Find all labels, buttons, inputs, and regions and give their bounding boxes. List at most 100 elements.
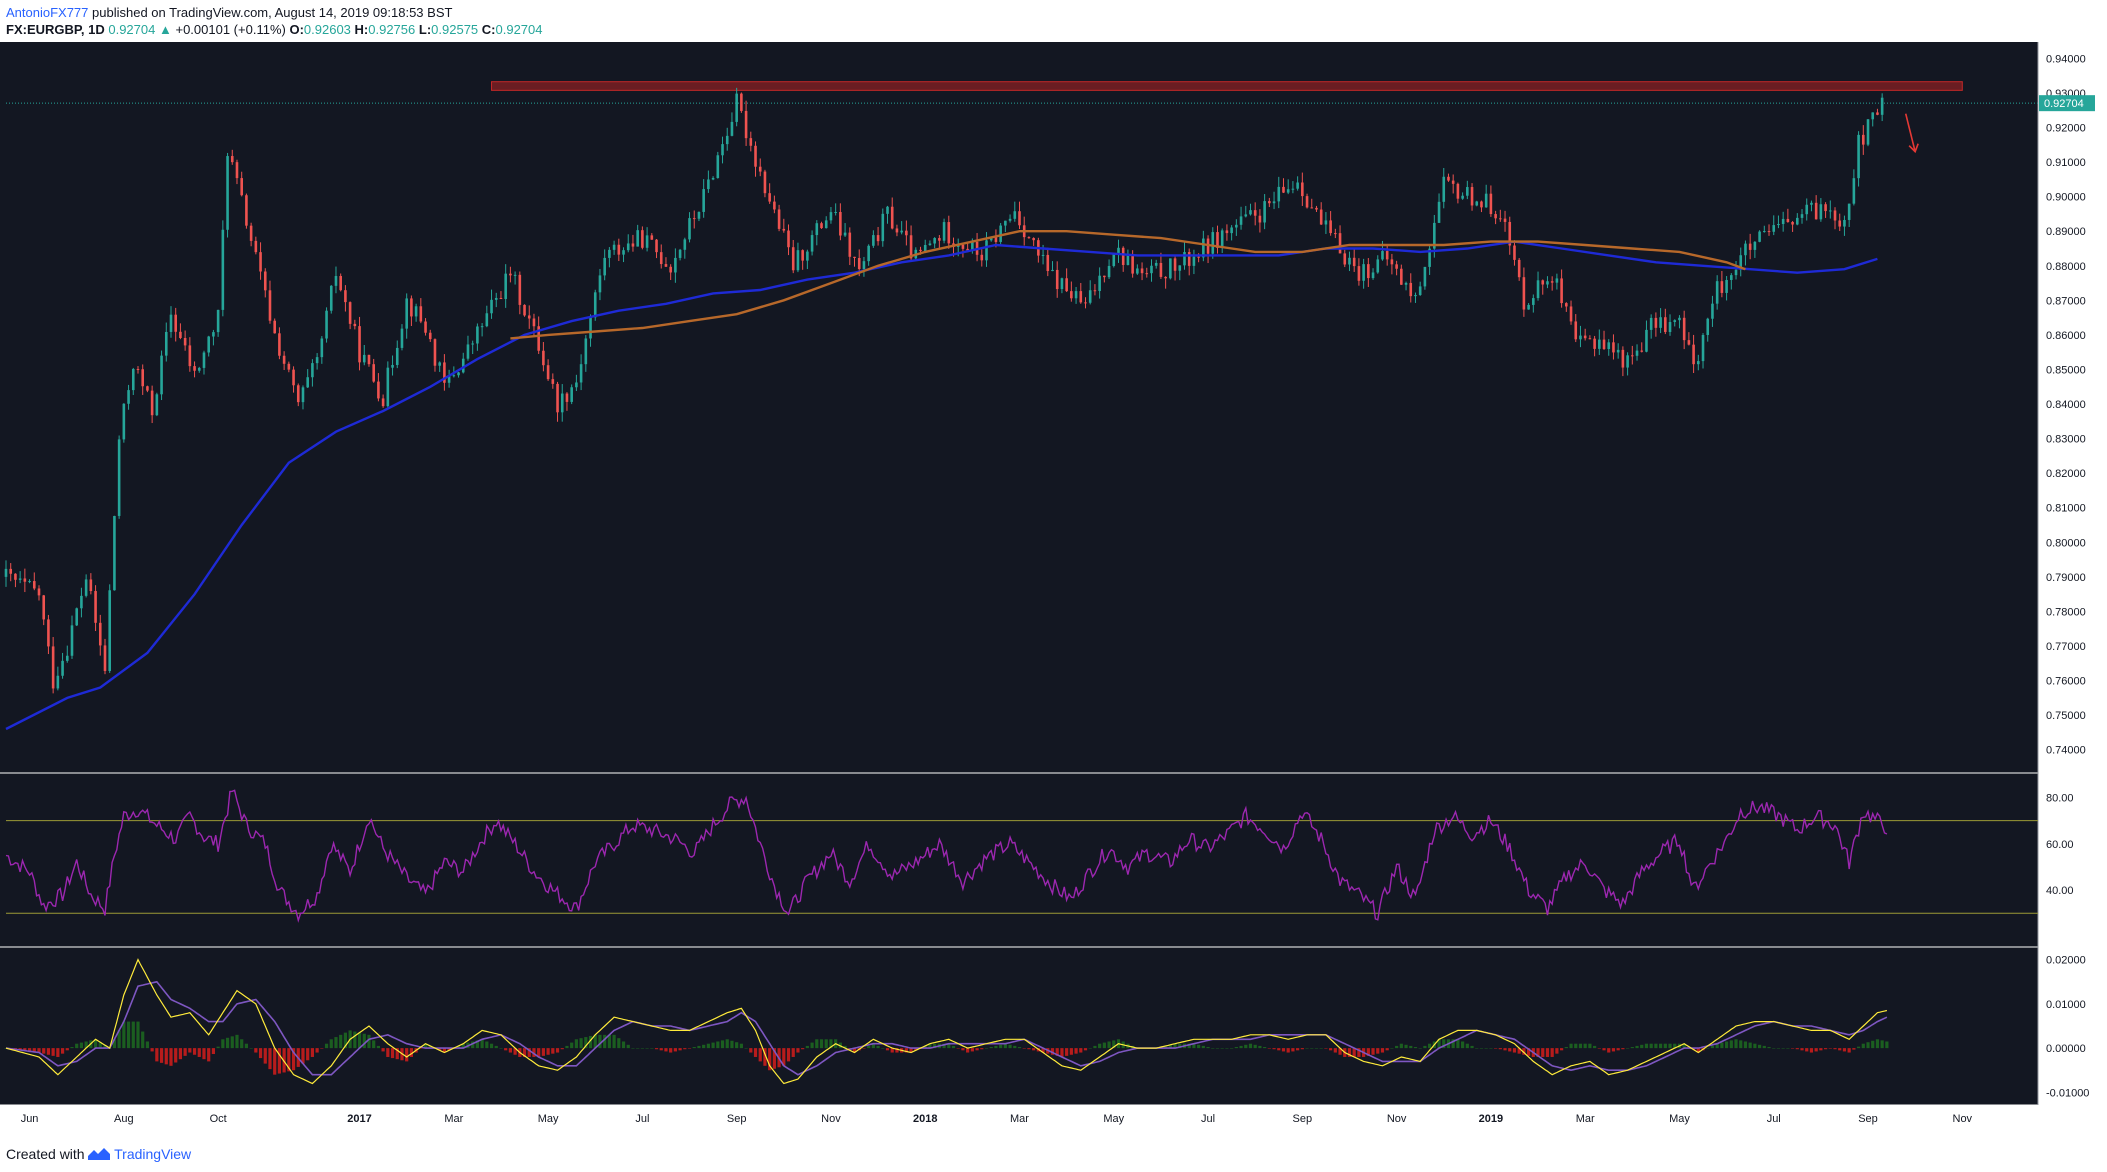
candle-body: [197, 367, 201, 371]
histogram-bar: [1456, 1039, 1460, 1049]
candle-body: [457, 372, 460, 376]
histogram-bar: [1385, 1048, 1389, 1051]
candle-body: [466, 344, 470, 359]
candle-body: [1258, 215, 1262, 223]
histogram-bar: [315, 1048, 319, 1053]
candle-body: [711, 178, 715, 180]
candle-body: [1758, 231, 1761, 242]
candle-body: [518, 274, 522, 305]
publish-info: published on TradingView.com, August 14,…: [92, 5, 453, 20]
candle-body: [1499, 218, 1502, 220]
candle-body: [612, 244, 616, 250]
down-arrow-icon: [1904, 113, 1916, 152]
candle-body: [725, 135, 729, 145]
footer: Created with TradingView: [6, 1146, 191, 1162]
candle-body: [876, 235, 880, 242]
last-price-tag: [2039, 95, 2095, 112]
histogram-bar: [1640, 1044, 1644, 1049]
histogram-bar: [164, 1048, 168, 1065]
histogram-bar: [376, 1045, 381, 1049]
candle-body: [1560, 278, 1563, 304]
time-tick-label: Sep: [1858, 1113, 1878, 1125]
histogram-bar: [1734, 1039, 1738, 1049]
candle-body: [1013, 211, 1017, 219]
histogram-bar: [494, 1045, 498, 1049]
candle-body: [1400, 268, 1403, 285]
histogram-bar: [815, 1039, 819, 1049]
histogram-bar: [1083, 1048, 1088, 1051]
low-label: L:: [418, 22, 432, 37]
candle-body: [75, 608, 79, 626]
histogram-bar: [1305, 1048, 1309, 1049]
histogram-bar: [1545, 1048, 1550, 1057]
author-link[interactable]: AntonioFX777: [6, 5, 89, 20]
histogram-bar: [678, 1048, 682, 1051]
time-tick-label: Jul: [635, 1113, 649, 1125]
candle-body: [1381, 251, 1384, 260]
time-tick-label: 2018: [913, 1113, 937, 1125]
candle-body: [1697, 361, 1700, 365]
histogram-bar: [258, 1048, 263, 1059]
candle-body: [947, 222, 951, 244]
candle-body: [575, 382, 578, 388]
candle-body: [1720, 281, 1724, 293]
histogram-bar: [1027, 1048, 1031, 1050]
candle-body: [702, 189, 705, 212]
histogram-bar: [617, 1038, 621, 1049]
histogram-bar: [1776, 1048, 1781, 1049]
price-tick-label: 0.74000: [2046, 745, 2086, 757]
histogram-bar: [1611, 1048, 1616, 1052]
candle-body: [1136, 268, 1139, 274]
candle-body: [919, 249, 922, 252]
time-tick-label: Aug: [114, 1113, 134, 1125]
candle-body: [1202, 238, 1205, 258]
candle-body: [1140, 268, 1144, 274]
candle-body: [301, 387, 305, 403]
histogram-bar: [1814, 1048, 1818, 1052]
histogram-bar: [1451, 1039, 1455, 1049]
candle-body: [1692, 344, 1695, 365]
price-tick-label: 0.94000: [2046, 53, 2086, 65]
histogram-bar: [42, 1048, 46, 1054]
candle-body: [909, 235, 913, 259]
histogram-bar: [1192, 1043, 1196, 1049]
candle-body: [1367, 264, 1370, 279]
histogram-bar: [1805, 1048, 1809, 1052]
candle-body: [1588, 338, 1592, 340]
histogram-bar: [381, 1048, 385, 1052]
histogram-bar: [192, 1048, 197, 1055]
histogram-bar: [966, 1048, 970, 1053]
histogram-bar: [1060, 1048, 1064, 1057]
histogram-bar: [532, 1048, 536, 1057]
candle-body: [1706, 318, 1710, 335]
candle-body: [1235, 224, 1238, 228]
tradingview-link[interactable]: TradingView: [114, 1146, 192, 1162]
histogram-bar: [1088, 1048, 1092, 1049]
candle-body: [683, 239, 687, 250]
histogram-bar: [386, 1048, 390, 1057]
candle-body: [1461, 195, 1464, 199]
histogram-bar: [188, 1048, 192, 1053]
histogram-bar: [1715, 1043, 1719, 1049]
histogram-bar: [956, 1048, 960, 1049]
candle-body: [867, 245, 870, 262]
candle-body: [532, 318, 536, 327]
candle-body: [122, 403, 126, 440]
histogram-bar: [1583, 1043, 1587, 1049]
candle-body: [325, 310, 328, 339]
signal-line: [5, 980, 1888, 1076]
chart-area[interactable]: 0.940000.930000.920000.910000.900000.890…: [0, 42, 2107, 1142]
histogram-bar: [423, 1043, 428, 1049]
time-tick-label: Mar: [1576, 1113, 1595, 1125]
candle-body: [1635, 350, 1639, 356]
tradingview-logo-icon: [88, 1148, 111, 1160]
histogram-bar: [1682, 1043, 1686, 1049]
histogram-bar: [772, 1048, 776, 1069]
change-value: +0.00101 (+0.11%): [175, 22, 286, 37]
candle-body: [843, 232, 847, 236]
price-tick-label: 0.90000: [2046, 192, 2086, 204]
candle-body: [999, 225, 1002, 242]
candle-body: [1249, 210, 1252, 215]
candle-body: [268, 290, 272, 321]
candle-body: [141, 369, 145, 387]
